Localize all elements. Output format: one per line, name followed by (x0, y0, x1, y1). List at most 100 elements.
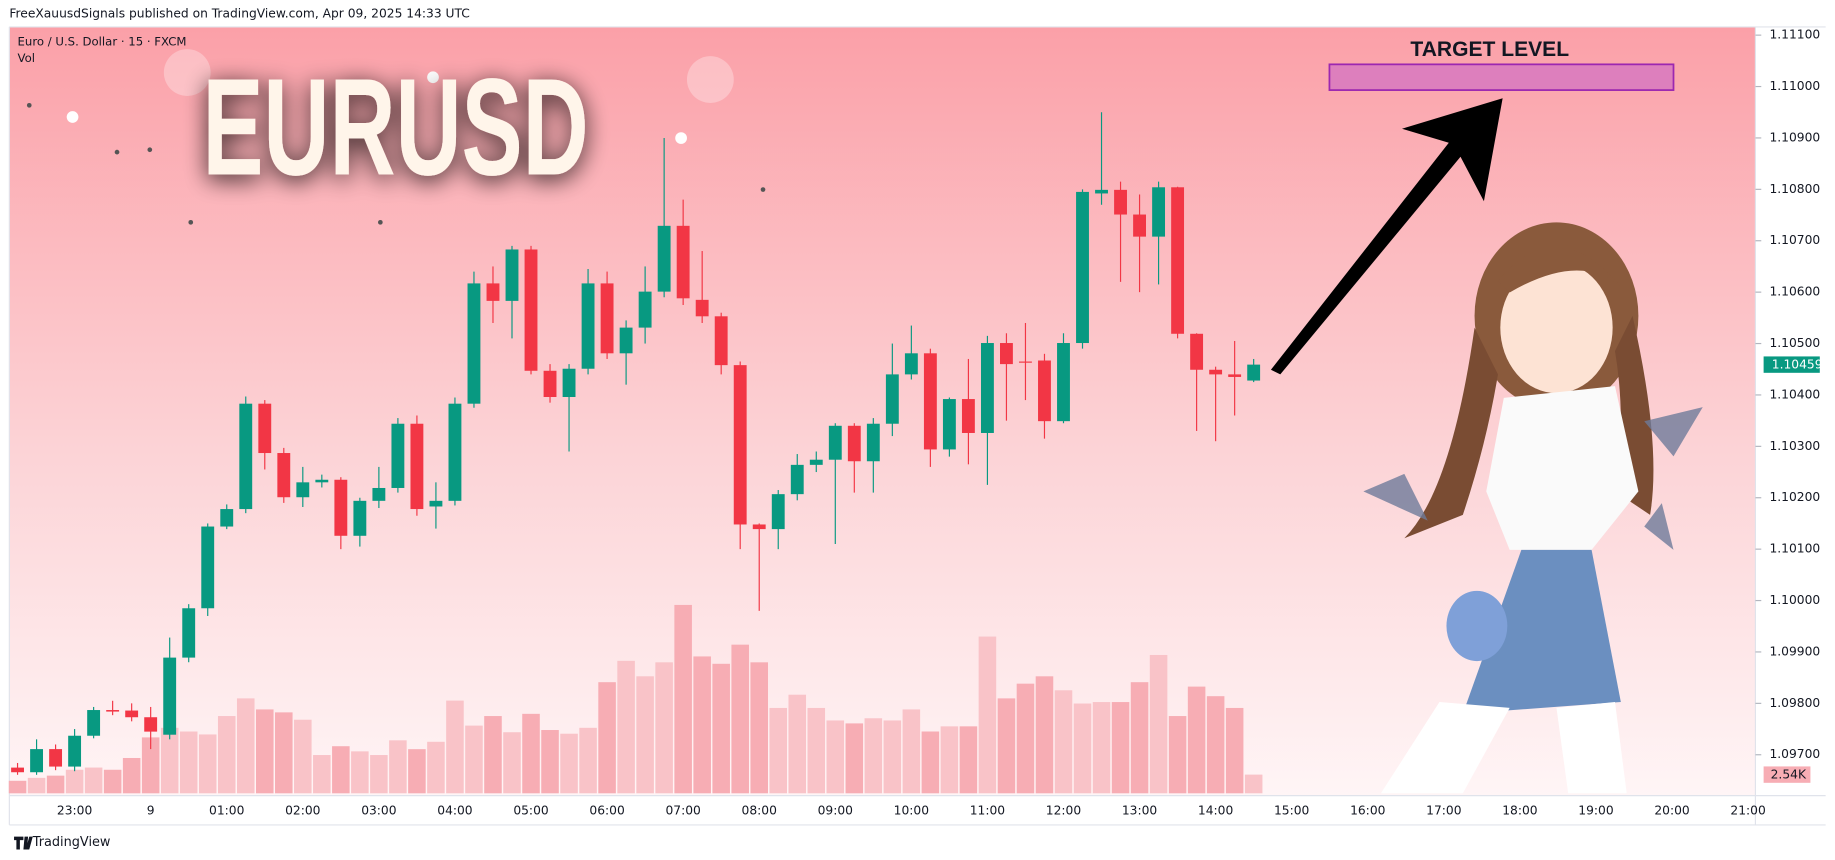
volume-bar (636, 676, 654, 794)
volume-bar (693, 656, 711, 794)
candle-body (1228, 374, 1242, 377)
y-tick-label: 1.10100 (1769, 542, 1820, 556)
x-tick-label: 02:00 (285, 803, 320, 817)
volume-bar (1054, 690, 1073, 794)
volume-bar (1244, 774, 1263, 794)
y-tick-label: 1.10700 (1769, 233, 1820, 247)
last-price-box (1763, 356, 1820, 373)
volume-bar (902, 709, 921, 794)
candle-body (391, 423, 405, 488)
y-tick-label: 1.10000 (1769, 593, 1820, 607)
candle-body (1171, 187, 1185, 334)
volume-bar (46, 775, 65, 794)
brand: TradingView (32, 835, 111, 850)
x-tick-label: 16:00 (1350, 803, 1385, 817)
volume-bar (275, 712, 293, 794)
volume-bar (1016, 683, 1035, 794)
candle-body (866, 423, 880, 462)
volume-bar (826, 720, 845, 794)
candle-body (1190, 333, 1204, 370)
candle-body (809, 459, 823, 465)
volume-bar (332, 746, 350, 794)
x-tick-label: 23:00 (57, 803, 92, 817)
y-tick-label: 1.10800 (1769, 182, 1820, 196)
chart-title: EURUSD (202, 51, 588, 205)
candle-body (543, 370, 557, 398)
volume-bar (370, 755, 388, 794)
volume-bar (217, 716, 236, 794)
candle-body (239, 403, 253, 510)
candle-body (410, 423, 424, 510)
candle-body (30, 749, 44, 773)
volume-bar (1206, 696, 1225, 794)
candle-body (372, 487, 386, 501)
candle-body (87, 710, 101, 736)
candle-body (220, 509, 234, 527)
x-tick-label: 10:00 (894, 803, 929, 817)
volume-bar (122, 757, 141, 794)
volume-bar (712, 663, 730, 794)
candle-body (524, 249, 538, 371)
candle-body (771, 494, 785, 530)
candle-body (315, 479, 329, 483)
candle-body (942, 399, 956, 450)
candle-body (429, 500, 443, 507)
candle-body (1152, 187, 1166, 237)
header: FreeXauusdSignals published on TradingVi… (9, 7, 469, 21)
y-tick-label: 1.09900 (1769, 644, 1820, 658)
y-tick-label: 1.09700 (1769, 747, 1820, 761)
candle-body (657, 225, 671, 292)
x-tick-label: 19:00 (1578, 803, 1613, 817)
volume-label: 2.54K (1771, 768, 1807, 782)
y-tick-label: 1.10400 (1769, 387, 1820, 401)
candle-body (296, 482, 310, 498)
volume-bar (579, 727, 597, 794)
y-tick-label: 1.10200 (1769, 490, 1820, 504)
candle-body (201, 526, 215, 609)
candle-body (923, 353, 937, 450)
volume-bar (408, 749, 426, 794)
x-tick-label: 13:00 (1122, 803, 1157, 817)
volume-bar (921, 731, 940, 794)
volume-bar (1092, 702, 1111, 794)
volume-bar (484, 716, 502, 794)
volume-bar (160, 727, 179, 794)
volume-bar (522, 713, 540, 794)
y-tick-label: 1.10500 (1769, 336, 1820, 350)
candle-body (600, 283, 614, 354)
volume-bar (807, 707, 826, 794)
volume-bar (236, 698, 255, 794)
candle-body (714, 316, 728, 366)
volume-bar (845, 723, 864, 794)
x-tick-label: 11:00 (970, 803, 1005, 817)
volume-bar (940, 726, 959, 794)
x-tick-label: 07:00 (665, 803, 700, 817)
candle-body (562, 368, 576, 398)
candle-body (961, 399, 975, 433)
y-tick-label: 1.10300 (1769, 439, 1820, 453)
candle-body (904, 353, 918, 375)
last-price-label: 1.10459 (1772, 358, 1823, 372)
volume-bar (959, 726, 978, 794)
volume-bar (65, 769, 84, 794)
y-tick-label: 1.11100 (1769, 28, 1820, 42)
y-tick-label: 1.11000 (1769, 79, 1820, 93)
candle-body (1076, 191, 1089, 344)
x-tick-label: 18:00 (1502, 803, 1537, 817)
candle-body (790, 464, 804, 495)
candle-body (106, 710, 120, 712)
volume-label-box (1763, 766, 1811, 783)
candle-body (1247, 364, 1261, 381)
candle-body (619, 327, 633, 354)
volume-bar (978, 636, 997, 794)
volume-bar (769, 707, 788, 794)
illustration (1363, 222, 1703, 794)
candle-body (1000, 343, 1013, 365)
candle-body (695, 299, 709, 317)
volume-bar (997, 698, 1016, 794)
candle-body (828, 425, 842, 460)
annotation: TARGET LEVEL (1410, 38, 1569, 61)
x-tick-label: 12:00 (1046, 803, 1081, 817)
candle-body (258, 403, 272, 454)
volume-bar (465, 725, 483, 794)
